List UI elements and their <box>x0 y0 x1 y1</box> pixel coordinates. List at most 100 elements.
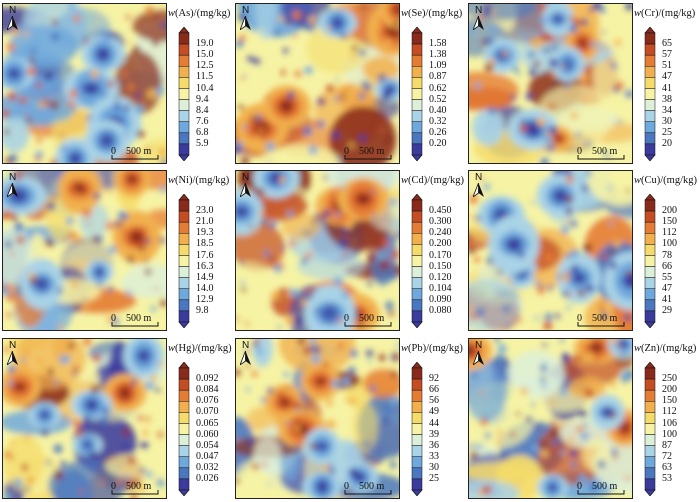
legend-tick-labels: 65 57 51 47 41 38 34 30 25 20 <box>662 27 698 161</box>
legend-element: (Ni)/(mg/kg) <box>175 175 230 186</box>
legend-tick-labels: 92 66 56 49 44 39 36 33 30 25 <box>429 362 465 496</box>
legend-tick-label: 53 <box>662 472 672 484</box>
color-ramp-class <box>411 88 423 100</box>
legend-tick-label: 19.3 <box>196 227 214 239</box>
interpolated-map: N 0 500 m <box>468 338 633 499</box>
color-ramp <box>178 362 190 496</box>
map-panel-hg: N 0 500 m w(Hg)/(mg/kg) 0.092 0.084 0.076 0.07… <box>0 335 233 502</box>
legend-tick-label: 1.58 <box>429 38 447 50</box>
color-ramp-class <box>644 143 656 156</box>
color-ramp-min-arrow <box>178 489 190 496</box>
scale-bar: 0 500 m <box>111 481 161 497</box>
color-ramp-class <box>178 423 190 435</box>
color-ramp-class <box>411 310 423 323</box>
color-ramp-class <box>644 412 656 424</box>
legend-tick-label: 51 <box>662 60 672 72</box>
color-ramp-class <box>178 233 190 245</box>
map-panel-pb: N 0 500 m w(Pb)/(mg/kg) 92 66 56 49 44 39 36 33 30 2… <box>233 335 466 502</box>
legend-title: w(Se)/(mg/kg) <box>401 8 463 19</box>
color-ramp-class <box>411 110 423 122</box>
legend-tick-label: 65 <box>662 38 672 50</box>
interpolated-map: N 0 500 m <box>2 170 167 331</box>
legend-tick-label: 0.054 <box>196 439 219 451</box>
color-ramp-class <box>411 445 423 457</box>
legend-tick-label: 20 <box>662 137 672 149</box>
legend-tick-label: 30 <box>429 461 439 473</box>
legend-tick-label: 47 <box>662 282 672 294</box>
legend-tick-label: 14.9 <box>196 271 214 283</box>
legend-tick-label: 38 <box>662 93 672 105</box>
north-label: N <box>242 340 250 351</box>
north-arrow-icon: N <box>6 172 20 199</box>
legend-tick-label: 41 <box>662 293 672 305</box>
color-ramp-class <box>411 367 423 380</box>
color-ramp-max-arrow <box>644 362 656 369</box>
map-panel-ni: N 0 500 m w(Ni)/(mg/kg) 23.0 21.0 19.3 18.5 17.… <box>0 167 233 334</box>
color-ramp-max-arrow <box>644 194 656 201</box>
interpolated-map: N 0 500 m <box>235 338 400 499</box>
scale-bar: 0 500 m <box>111 146 161 162</box>
color-ramp-class <box>411 299 423 312</box>
color-ramp-min-arrow <box>411 154 423 161</box>
legend-tick-label: 18.5 <box>196 238 214 250</box>
color-ramp-class <box>644 445 656 457</box>
color-ramp-class <box>178 378 190 391</box>
color-ramp-class <box>644 221 656 234</box>
interpolated-map: N 0 500 m <box>235 170 400 331</box>
legend-tick-label: 44 <box>429 417 439 429</box>
north-label: N <box>475 172 483 183</box>
color-ramp-class <box>644 299 656 312</box>
legend-tick-label: 112 <box>662 227 677 239</box>
legend-tick-label: 200 <box>662 384 677 396</box>
legend-tick-label: 19.0 <box>196 38 214 50</box>
color-ramp-class <box>644 288 656 301</box>
legend-tick-label: 6.8 <box>196 126 209 138</box>
legend-tick-label: 5.9 <box>196 137 209 149</box>
color-ramp-class <box>411 478 423 491</box>
color-ramp-class <box>178 32 190 45</box>
color-ramp-class <box>644 389 656 402</box>
color-ramp-class <box>411 244 423 256</box>
color-ramp-class <box>178 389 190 402</box>
legend-tick-label: 34 <box>662 104 672 116</box>
legend-tick-label: 200 <box>662 205 677 217</box>
scale-bar: 0 500 m <box>577 313 627 329</box>
legend-tick-label: 92 <box>429 373 439 385</box>
north-label: N <box>242 172 250 183</box>
color-ramp <box>644 194 656 328</box>
color-ramp-class <box>178 445 190 457</box>
legend-title: w(As)/(mg/kg) <box>168 8 231 19</box>
north-arrow-icon: N <box>6 5 20 32</box>
legend-tick-label: 9.8 <box>196 304 209 316</box>
legend-tick-labels: 23.0 21.0 19.3 18.5 17.6 16.3 14.9 14.0 12.9 9.8 <box>196 194 232 328</box>
color-ramp-class <box>644 99 656 111</box>
color-ramp-class <box>644 277 656 289</box>
scale-bar: 0 500 m <box>111 313 161 329</box>
color-ramp-class <box>411 121 423 134</box>
legend-tick-labels: 250 200 150 112 106 100 87 72 63 53 <box>662 362 698 496</box>
legend-tick-label: 0.070 <box>196 406 219 418</box>
legend-tick-label: 41 <box>662 82 672 94</box>
color-ramp-class <box>411 54 423 67</box>
color-ramp-class <box>644 210 656 223</box>
legend-tick-label: 63 <box>662 461 672 473</box>
color-ramp-class <box>178 121 190 134</box>
legend-tick-label: 0.026 <box>196 472 219 484</box>
legend-tick-label: 25 <box>662 126 672 138</box>
color-ramp-class <box>644 54 656 67</box>
legend-tick-label: 0.047 <box>196 450 219 462</box>
legend-tick-label: 0.200 <box>429 238 452 250</box>
legend-tick-label: 1.09 <box>429 60 447 72</box>
color-ramp-class <box>411 434 423 446</box>
color-ramp-class <box>644 367 656 380</box>
color-ramp-max-arrow <box>644 27 656 34</box>
color-ramp <box>644 27 656 161</box>
scale-bar-label: 0 500 m <box>344 146 385 157</box>
scale-bar: 0 500 m <box>344 313 394 329</box>
north-arrow-icon: N <box>239 5 253 32</box>
color-ramp-class <box>411 255 423 267</box>
north-label: N <box>9 5 17 16</box>
legend-tick-label: 14.0 <box>196 282 214 294</box>
color-ramp-class <box>644 77 656 89</box>
